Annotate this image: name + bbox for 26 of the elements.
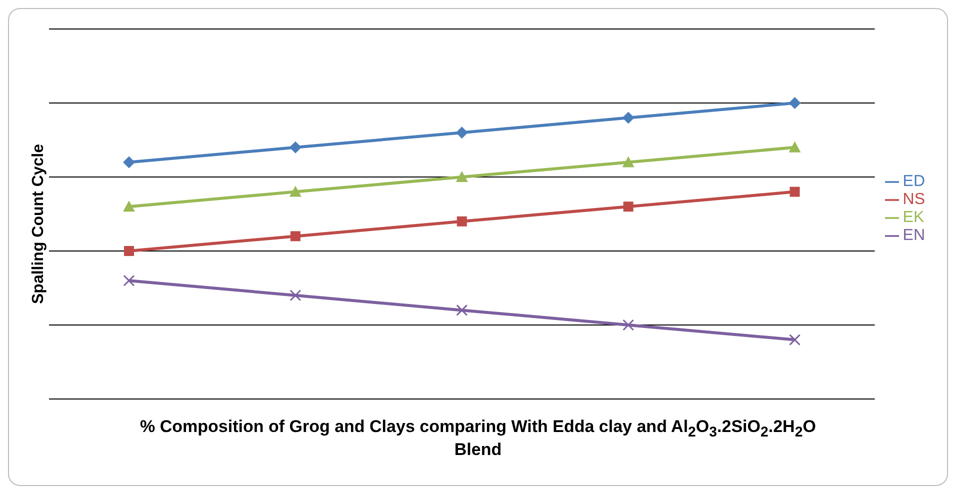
point <box>788 141 801 152</box>
point <box>290 290 302 302</box>
point <box>456 304 468 316</box>
point <box>123 156 135 168</box>
point <box>456 126 468 139</box>
point <box>289 186 302 197</box>
point <box>623 202 634 212</box>
legend-label: NS <box>902 191 925 208</box>
point <box>290 231 300 242</box>
point <box>289 141 302 154</box>
legend-label: ED <box>902 173 925 190</box>
point <box>123 200 135 212</box>
legend-label: EN <box>902 227 925 244</box>
point <box>456 216 467 226</box>
point <box>622 156 634 168</box>
legend-label: EK <box>902 209 924 226</box>
y-axis-title: Spalling Count Cycle <box>30 144 47 304</box>
point <box>622 112 634 124</box>
point <box>456 171 468 182</box>
point <box>124 246 134 256</box>
point <box>622 319 634 331</box>
point <box>788 97 801 109</box>
point <box>123 274 135 286</box>
point <box>790 186 800 197</box>
text: % Composition of Grog and Clays comparing With Edda clay and Al$_{2}$O$_{3}$.2SiO$_{2}$.2H$_{2}$O Blend <box>140 417 816 460</box>
point <box>789 334 801 346</box>
